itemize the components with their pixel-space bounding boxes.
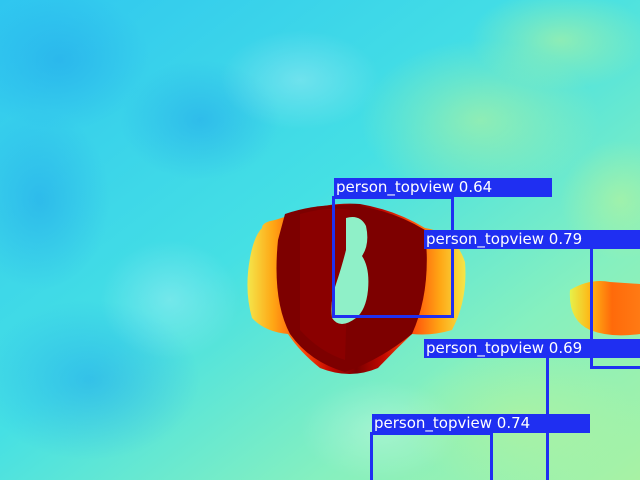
detection-label: person_topview 0.64 — [334, 178, 552, 197]
detection-label: person_topview 0.79 — [424, 230, 640, 249]
detection-label: person_topview 0.74 — [372, 414, 590, 433]
detection-label: person_topview 0.69 — [424, 339, 640, 358]
